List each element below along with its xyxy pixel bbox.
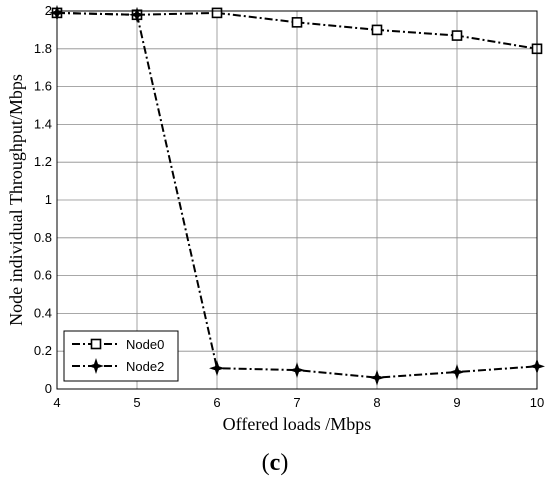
y-tick-label: 1 (45, 192, 52, 207)
legend-label-1: Node2 (126, 359, 164, 374)
series-0-point (211, 7, 223, 19)
panel-label: (c) (262, 450, 289, 476)
legend-marker-1 (88, 358, 104, 374)
tick-labels: 4 5 6 7 8 9 10 0 0.2 0.4 0.6 0.8 1 1.2 1.4 1.6 1.8 2 (34, 3, 544, 410)
series-1-point (209, 360, 225, 377)
y-axis-label: Node individual Throughput/Mbps (6, 74, 26, 326)
x-tick-label: 10 (530, 395, 544, 410)
legend: Node0 Node2 (63, 330, 179, 382)
y-tick-label: 1.4 (34, 116, 52, 131)
x-tick-label: 6 (213, 395, 220, 410)
y-tick-label: 1.6 (34, 79, 52, 94)
series-1-point (129, 6, 145, 23)
x-tick-label: 9 (453, 395, 460, 410)
series-1-point (289, 362, 305, 379)
y-tick-label: 1.8 (34, 41, 52, 56)
y-tick-label: 0.6 (34, 268, 52, 283)
series-0-point (291, 17, 303, 28)
y-tick-label: 0.2 (34, 343, 52, 358)
plot-frame (56, 10, 538, 390)
series-0-point (451, 30, 463, 41)
x-axis-label: Offered loads /Mbps (223, 414, 372, 434)
series-1-point (449, 364, 465, 380)
y-tick-label: 0.4 (34, 305, 52, 320)
series-1-point (369, 369, 385, 386)
series-0-point (371, 24, 383, 36)
y-tick-label: 0 (45, 381, 52, 396)
x-tick-label: 4 (53, 395, 60, 410)
legend-label-0: Node0 (126, 337, 164, 352)
x-tick-label: 8 (373, 395, 380, 410)
legend-marker-0 (90, 338, 102, 350)
y-tick-label: 1.2 (34, 154, 52, 169)
x-tick-label: 7 (293, 395, 300, 410)
x-tick-label: 5 (133, 395, 140, 410)
y-tick-label: 2 (45, 3, 52, 18)
legend-box (63, 330, 179, 382)
y-tick-label: 0.8 (34, 230, 52, 245)
